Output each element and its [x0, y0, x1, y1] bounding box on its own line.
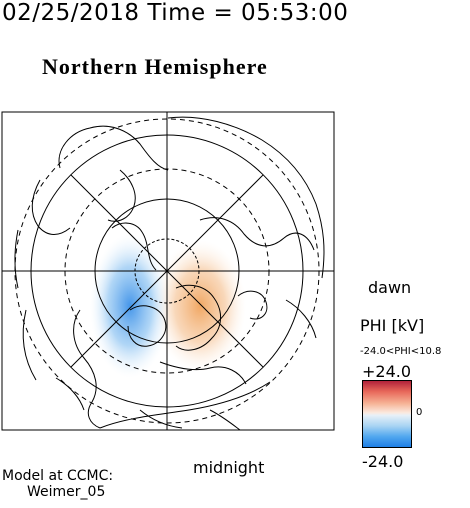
coastlines — [14, 116, 325, 430]
colorbar-title: PHI [kV] — [360, 316, 425, 335]
colorbar-range: -24.0<PHI<10.8 — [360, 346, 442, 357]
polar-map — [1, 111, 335, 431]
hemisphere-title: Northern Hemisphere — [42, 54, 268, 79]
midnight-label: midnight — [193, 458, 265, 477]
colorbar-max-label: +24.0 — [362, 362, 412, 381]
model-label: Model at CCMC: — [2, 468, 114, 484]
model-name: Weimer_05 — [27, 484, 106, 500]
dawn-label: dawn — [368, 278, 412, 297]
timestamp-label: 02/25/2018 Time = 05:53:00 — [2, 0, 349, 26]
colorbar-mid-label: 0 — [416, 407, 423, 418]
positive-potential-cell — [154, 240, 246, 372]
colorbar-scale — [362, 380, 412, 448]
colorbar-min-label: -24.0 — [362, 452, 404, 471]
meridian-grid — [2, 112, 334, 430]
negative-potential-cell — [90, 234, 170, 378]
